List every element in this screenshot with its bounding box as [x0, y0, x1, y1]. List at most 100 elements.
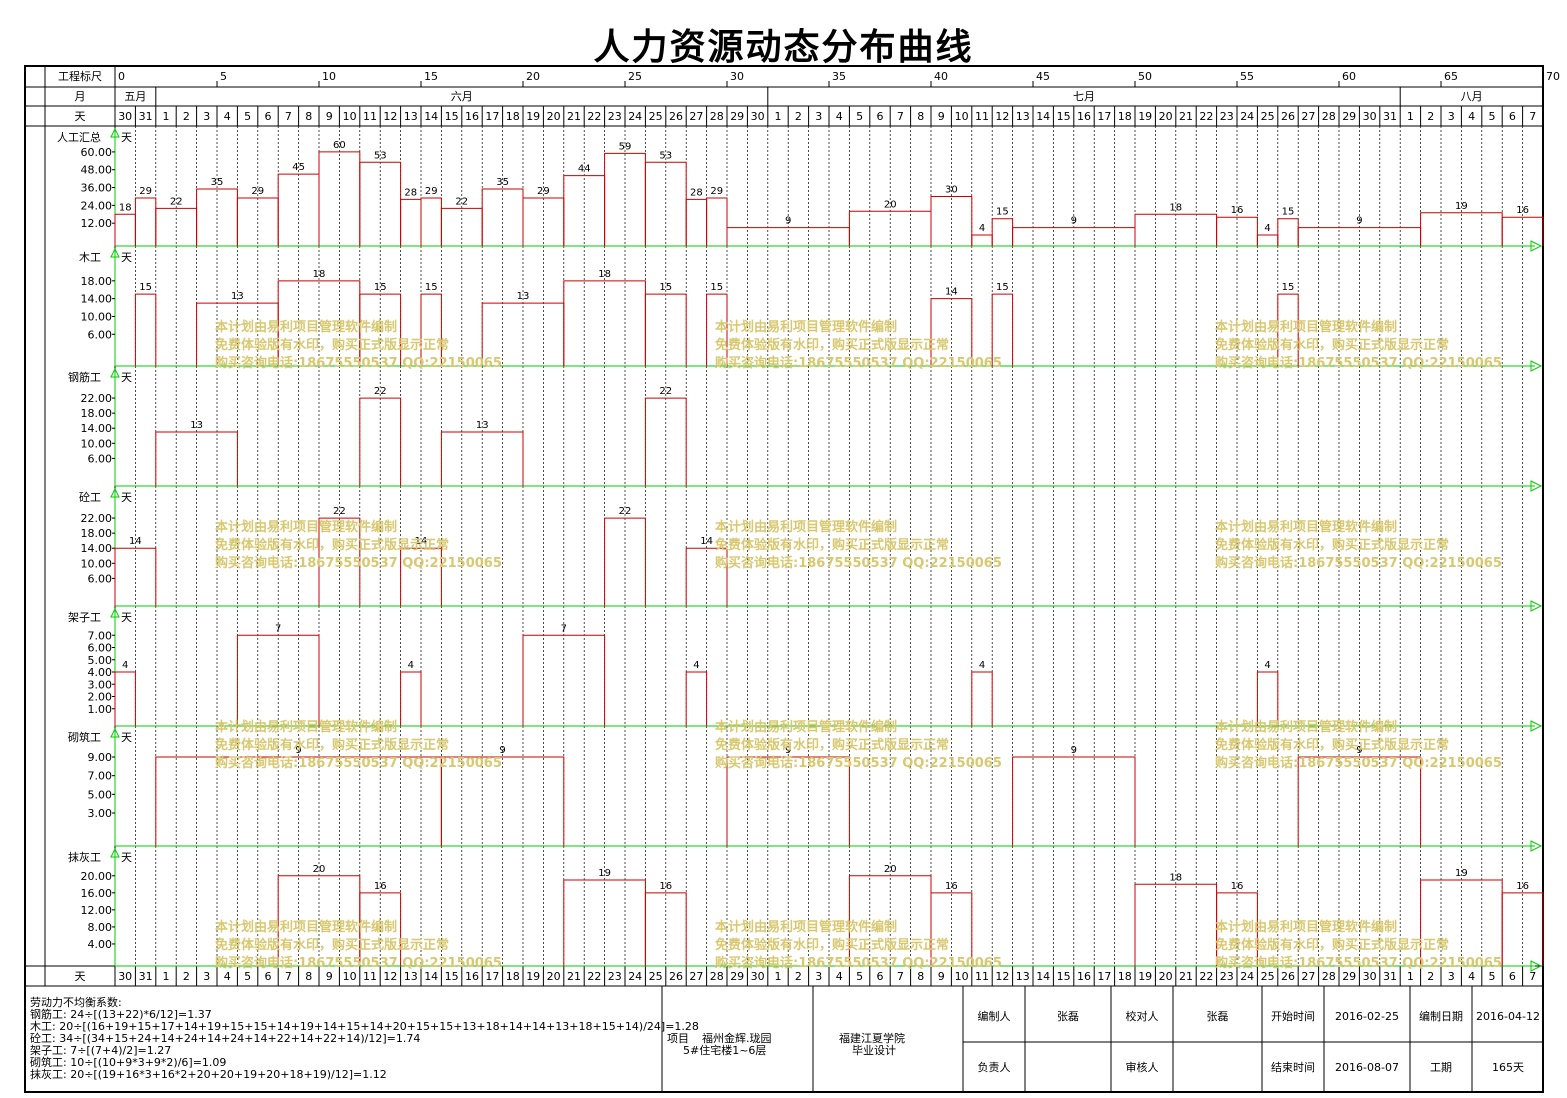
day-cell-bottom: 2 [795, 970, 802, 983]
data-label: 53 [659, 150, 672, 161]
step-bar [685, 198, 708, 246]
day-cell: 3 [815, 110, 822, 123]
day-cell: 4 [1468, 110, 1475, 123]
day-cell-bottom: 24 [1240, 970, 1254, 983]
day-cell-bottom: 26 [1281, 970, 1295, 983]
day-cell: 7 [897, 110, 904, 123]
day-cell-bottom: 7 [1529, 970, 1536, 983]
compiler-label: 编制人 [977, 1010, 1011, 1023]
day-cell-bottom: 3 [203, 970, 210, 983]
data-label: 7 [275, 623, 281, 634]
day-cell-bottom: 1 [775, 970, 782, 983]
day-cell-bottom: 17 [1097, 970, 1111, 983]
axis-arrow-right [1530, 960, 1543, 972]
axis-arrow-up [110, 607, 120, 618]
step-bar [991, 293, 1014, 366]
start-label: 开始时间 [1271, 1010, 1315, 1023]
ruler-tick-label: 65 [1444, 70, 1458, 83]
data-label: 29 [537, 186, 550, 197]
y-tick-label: 20.00 [81, 870, 113, 883]
step-bar [1501, 216, 1544, 246]
y-tick-label: 24.00 [81, 199, 113, 212]
step-bar [440, 431, 524, 486]
step-bar [644, 892, 687, 966]
step-bar [400, 671, 422, 726]
data-label: 18 [598, 269, 611, 280]
project-name: 福州金辉.珑园 [702, 1032, 772, 1045]
ruler-tick-label: 60 [1342, 70, 1356, 83]
day-cell-bottom: 30 [1363, 970, 1377, 983]
step-bar [971, 234, 993, 246]
day-cell: 10 [955, 110, 969, 123]
day-cell-bottom: 26 [669, 970, 683, 983]
data-label: 15 [1282, 207, 1295, 218]
data-label: 29 [139, 186, 152, 197]
day-cell: 5 [1489, 110, 1496, 123]
step-bar [1216, 892, 1258, 966]
watermark-text: 免费体验版有水印，购买正式版显示正常 [715, 737, 949, 753]
day-cell-bottom: 12 [383, 970, 397, 983]
watermark-text: 本计划由易利项目管理软件编制 [1215, 319, 1397, 335]
data-label: 14 [129, 536, 142, 547]
panel-name: 抹灰工 [68, 850, 101, 864]
panel-name: 木工 [79, 251, 101, 264]
watermark-text: 本计划由易利项目管理软件编制 [715, 319, 897, 335]
data-label: 44 [578, 164, 591, 175]
panel-unit: 天 [121, 731, 132, 744]
checker-value: 张磊 [1206, 1010, 1229, 1023]
day-cell: 6 [265, 110, 272, 123]
y-tick-label: 60.00 [81, 146, 113, 159]
step-bar [1501, 892, 1544, 966]
org-sub: 毕业设计 [852, 1044, 896, 1057]
balance-line: 架子工: 7÷[(7+4)/2]=1.27 [30, 1044, 172, 1057]
data-label: 14 [945, 287, 958, 298]
day-cell: 2 [795, 110, 802, 123]
data-label: 4 [1264, 660, 1270, 671]
ruler-tick-label: 50 [1138, 70, 1152, 83]
day-cell-bottom: 10 [343, 970, 357, 983]
panel-unit: 天 [121, 851, 132, 864]
day-cell: 27 [689, 110, 703, 123]
y-tick-label: 36.00 [81, 182, 113, 195]
data-label: 20 [884, 864, 897, 875]
data-label: 9 [1071, 216, 1077, 227]
data-label: 28 [690, 187, 703, 198]
day-cell-bottom: 17 [485, 970, 499, 983]
day-cell: 2 [1427, 110, 1434, 123]
data-label: 9 [499, 745, 505, 756]
watermark-text: 购买咨询电话:18675550537 QQ:22150065 [715, 555, 1002, 571]
watermark-text: 免费体验版有水印，购买正式版显示正常 [1215, 737, 1449, 753]
watermark-text: 购买咨询电话:18675550537 QQ:22150065 [1215, 355, 1502, 371]
step-bar [420, 293, 442, 366]
ruler-tick-label: 45 [1036, 70, 1050, 83]
watermark-text: 免费体验版有水印，购买正式版显示正常 [715, 537, 949, 553]
balance-line: 砌筑工: 10÷[(10+9*3+9*2)/6]=1.09 [30, 1056, 227, 1069]
day-cell: 4 [836, 110, 843, 123]
day-cell: 24 [628, 110, 642, 123]
y-tick-label: 6.00 [88, 328, 113, 341]
y-tick-label: 14.00 [81, 422, 113, 435]
day-cell: 19 [1138, 110, 1152, 123]
step-bar [685, 671, 708, 726]
step-bar [359, 293, 402, 366]
data-label: 19 [598, 868, 611, 879]
project-sub: 5#住宅楼1~6层 [683, 1044, 767, 1057]
data-label: 4 [1264, 223, 1270, 234]
day-cell: 14 [1036, 110, 1050, 123]
checker-label: 校对人 [1125, 1010, 1159, 1023]
day-cell-bottom: 18 [506, 970, 520, 983]
panel-unit: 天 [121, 131, 132, 144]
day-cell-bottom: 19 [526, 970, 540, 983]
day-cell-bottom: 3 [815, 970, 822, 983]
step-bar [114, 671, 136, 726]
step-bar [1256, 234, 1279, 246]
day-cell-bottom: 15 [1057, 970, 1071, 983]
y-tick-label: 7.00 [88, 629, 113, 642]
step-bar [1216, 216, 1258, 246]
ruler-tick-label: 10 [322, 70, 336, 83]
panel-name: 钢筋工 [68, 370, 101, 384]
day-cell: 13 [404, 110, 418, 123]
day-cell-bottom: 5 [1489, 970, 1496, 983]
day-cell: 16 [1077, 110, 1091, 123]
day-cell-bottom: 9 [938, 970, 945, 983]
